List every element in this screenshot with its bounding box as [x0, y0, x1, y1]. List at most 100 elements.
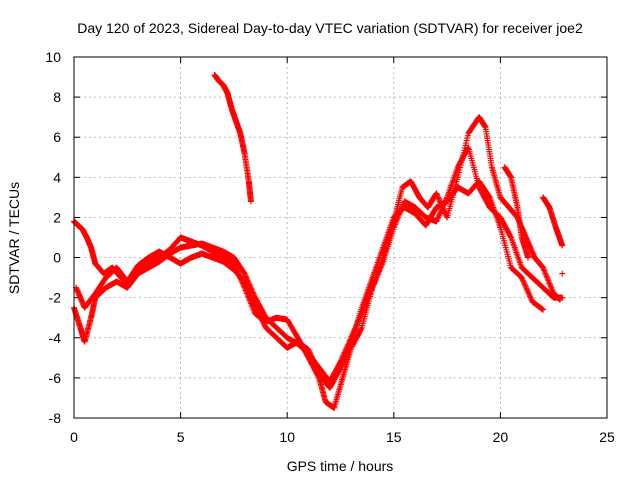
x-tick-label: 15: [386, 429, 402, 445]
data-point-fill: [338, 361, 345, 368]
data-point-fill: [250, 298, 257, 305]
data-point-fill: [522, 283, 529, 290]
y-tick-label: 8: [53, 89, 61, 105]
data-point-fill: [486, 193, 493, 200]
data-point-fill: [346, 343, 353, 350]
x-tick-label: 25: [599, 429, 615, 445]
data-point-fill: [246, 290, 253, 297]
data-point-fill: [242, 279, 249, 286]
data-point-fill: [548, 286, 555, 293]
data-point-fill: [314, 368, 321, 375]
data-point-fill: [507, 233, 514, 240]
outlier-point: [559, 270, 566, 277]
data-point-fill: [435, 194, 442, 201]
y-tick-label: -2: [49, 290, 62, 306]
data-point-fill: [546, 280, 553, 287]
data-point-fill: [524, 286, 531, 293]
data-point-fill: [521, 281, 528, 288]
data-points: [71, 72, 566, 411]
data-point-fill: [549, 287, 556, 294]
chart-title: Day 120 of 2023, Sidereal Day-to-day VTE…: [77, 20, 583, 36]
data-point-fill: [544, 276, 551, 283]
data-point-fill: [434, 215, 441, 222]
data-point-fill: [344, 348, 351, 355]
data-point-fill: [542, 270, 549, 277]
data-point-fill: [309, 356, 316, 363]
data-point-fill: [435, 214, 442, 221]
data-point-fill: [521, 279, 528, 286]
data-point-fill: [547, 283, 554, 290]
plot-frame: [73, 56, 608, 419]
data-point-fill: [308, 353, 315, 360]
data-point-fill: [436, 211, 443, 218]
data-point-fill: [245, 287, 252, 294]
data-point-fill: [251, 300, 258, 307]
y-tick-label: 10: [45, 49, 61, 65]
data-point-fill: [314, 366, 321, 373]
data-point-fill: [528, 296, 535, 303]
data-point-fill: [435, 195, 442, 202]
x-axis-label: GPS time / hours: [287, 458, 394, 474]
data-point-fill: [543, 271, 550, 278]
data-point: [518, 274, 525, 281]
data-point-fill: [545, 277, 552, 284]
data-point-fill: [548, 284, 555, 291]
data-point-fill: [524, 287, 531, 294]
data-point-fill: [345, 344, 352, 351]
data-point: [230, 260, 237, 267]
data-point-fill: [313, 364, 320, 371]
y-tick-labels: -8 -6 -4 -2 0 2 4 6 8 10: [45, 49, 61, 426]
data-point-fill: [434, 193, 441, 200]
data-point-fill: [342, 353, 349, 360]
data-point-fill: [436, 197, 443, 204]
data-point-fill: [336, 365, 343, 372]
data-point-fill: [434, 191, 441, 198]
data-point-fill: [543, 273, 550, 280]
data-point-fill: [520, 278, 527, 285]
data-point-fill: [440, 206, 447, 213]
x-tick-label: 5: [177, 429, 185, 445]
data-point-fill: [346, 341, 353, 348]
data-point-fill: [246, 289, 253, 296]
data-point-fill: [540, 266, 547, 273]
data-point-fill: [340, 357, 347, 364]
data-point-fill: [523, 285, 530, 292]
data-point: [540, 306, 547, 313]
y-tick-label: 4: [53, 169, 61, 185]
y-axis-label: SDTVAR / TECUs: [6, 182, 22, 294]
data-point-fill: [443, 213, 450, 220]
y-tick-label: -8: [49, 410, 62, 426]
data-point-fill: [307, 352, 314, 359]
data-point: [525, 254, 532, 261]
y-tick-label: 0: [53, 250, 61, 266]
data-point-fill: [243, 274, 250, 281]
x-tick-label: 20: [493, 429, 509, 445]
data-point: [433, 218, 440, 225]
y-tick-label: 2: [53, 209, 61, 225]
data-point-fill: [525, 290, 532, 297]
data-point-fill: [307, 350, 314, 357]
data-point-fill: [338, 363, 345, 370]
y-tick-label: 6: [53, 129, 61, 145]
y-tick-label: -4: [49, 330, 62, 346]
data-point-fill: [313, 365, 320, 372]
data-point-fill: [251, 301, 258, 308]
data-point-fill: [541, 268, 548, 275]
data-point: [559, 242, 566, 249]
data-point: [337, 364, 344, 371]
data-point: [241, 270, 248, 277]
data-point-fill: [242, 281, 249, 288]
data-point: [241, 278, 248, 285]
data-point-fill: [519, 277, 526, 284]
data-point-fill: [441, 209, 448, 216]
data-point-fill: [244, 285, 251, 292]
data-point-fill: [310, 358, 317, 365]
data-point-fill: [249, 297, 256, 304]
data-point-fill: [310, 357, 317, 364]
data-point-fill: [312, 361, 319, 368]
data-point-fill: [519, 275, 526, 282]
data-point-fill: [522, 282, 529, 289]
x-tick-label: 10: [279, 429, 295, 445]
data-point-fill: [341, 356, 348, 363]
data-point: [433, 190, 440, 197]
